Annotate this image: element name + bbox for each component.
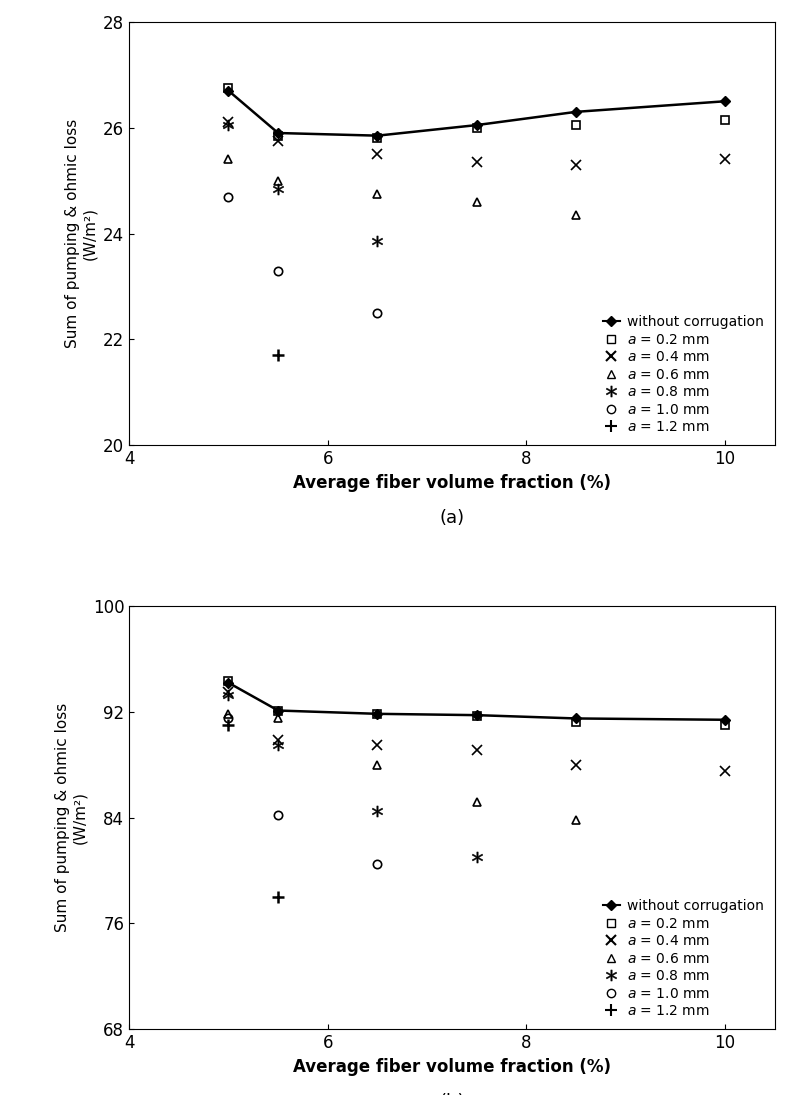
X-axis label: Average fiber volume fraction (%): Average fiber volume fraction (%) — [293, 1058, 611, 1075]
Y-axis label: Sum of pumping & ohmic loss
(W/m²): Sum of pumping & ohmic loss (W/m²) — [65, 119, 98, 348]
Text: (b): (b) — [439, 1093, 465, 1095]
X-axis label: Average fiber volume fraction (%): Average fiber volume fraction (%) — [293, 474, 611, 492]
Text: (a): (a) — [439, 509, 465, 527]
Legend: without corrugation, $a$ = 0.2 mm, $a$ = 0.4 mm, $a$ = 0.6 mm, $a$ = 0.8 mm, $a$: without corrugation, $a$ = 0.2 mm, $a$ =… — [599, 311, 767, 438]
Legend: without corrugation, $a$ = 0.2 mm, $a$ = 0.4 mm, $a$ = 0.6 mm, $a$ = 0.8 mm, $a$: without corrugation, $a$ = 0.2 mm, $a$ =… — [599, 896, 767, 1023]
Y-axis label: Sum of pumping & ohmic loss
(W/m²): Sum of pumping & ohmic loss (W/m²) — [55, 703, 87, 932]
